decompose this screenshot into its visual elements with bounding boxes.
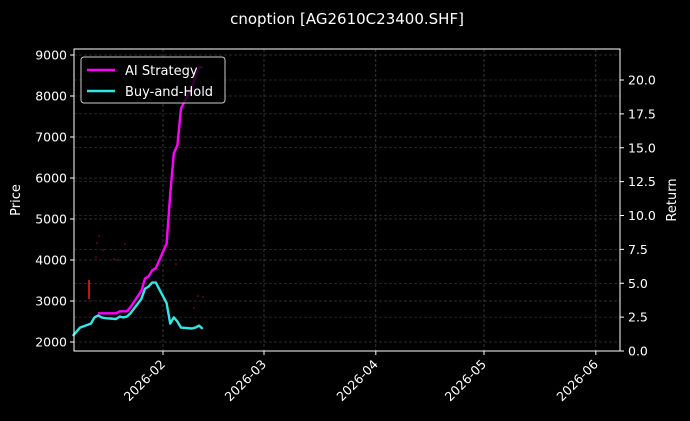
series-buy-and-hold (71, 281, 204, 337)
y-tick-right: 0.0 (628, 344, 648, 359)
y-tick-right: 15.0 (628, 140, 656, 155)
signal-marks (88, 235, 204, 309)
legend-ai-strategy-label: AI Strategy (125, 64, 198, 79)
y-tick-right: 12.5 (628, 174, 656, 189)
y-tick-right: 7.5 (628, 242, 648, 257)
y-tick-left: 9000 (35, 48, 67, 63)
y-tick-left: 6000 (35, 171, 67, 186)
y-tick-right: 17.5 (628, 106, 656, 121)
y-tick-left: 2000 (35, 335, 67, 350)
y-axis-label-right: Return (665, 178, 680, 221)
y-tick-left: 7000 (35, 130, 67, 145)
y-tick-right: 20.0 (628, 73, 656, 88)
y-tick-left: 8000 (35, 89, 67, 104)
y-tick-right: 5.0 (628, 276, 648, 291)
legend-buy-and-hold-label: Buy-and-Hold (125, 85, 213, 100)
chart-title: cnoption [AG2610C23400.SHF] (230, 10, 464, 28)
y-tick-left: 4000 (35, 253, 67, 268)
left-axis: 2000 3000 4000 5000 6000 7000 8000 9000 (35, 48, 74, 350)
plot-frame (73, 48, 621, 352)
y-axis-label-left: Price (9, 184, 24, 216)
y-tick-left: 3000 (35, 294, 67, 309)
legend: AI Strategy Buy-and-Hold (80, 56, 226, 104)
y-tick-right: 2.5 (628, 310, 648, 325)
y-tick-left: 5000 (35, 212, 67, 227)
y-tick-right: 10.0 (628, 208, 656, 223)
legend-box (80, 56, 226, 104)
right-axis: 0.0 2.5 5.0 7.5 10.0 12.5 15.0 17.5 20.0 (620, 73, 656, 359)
